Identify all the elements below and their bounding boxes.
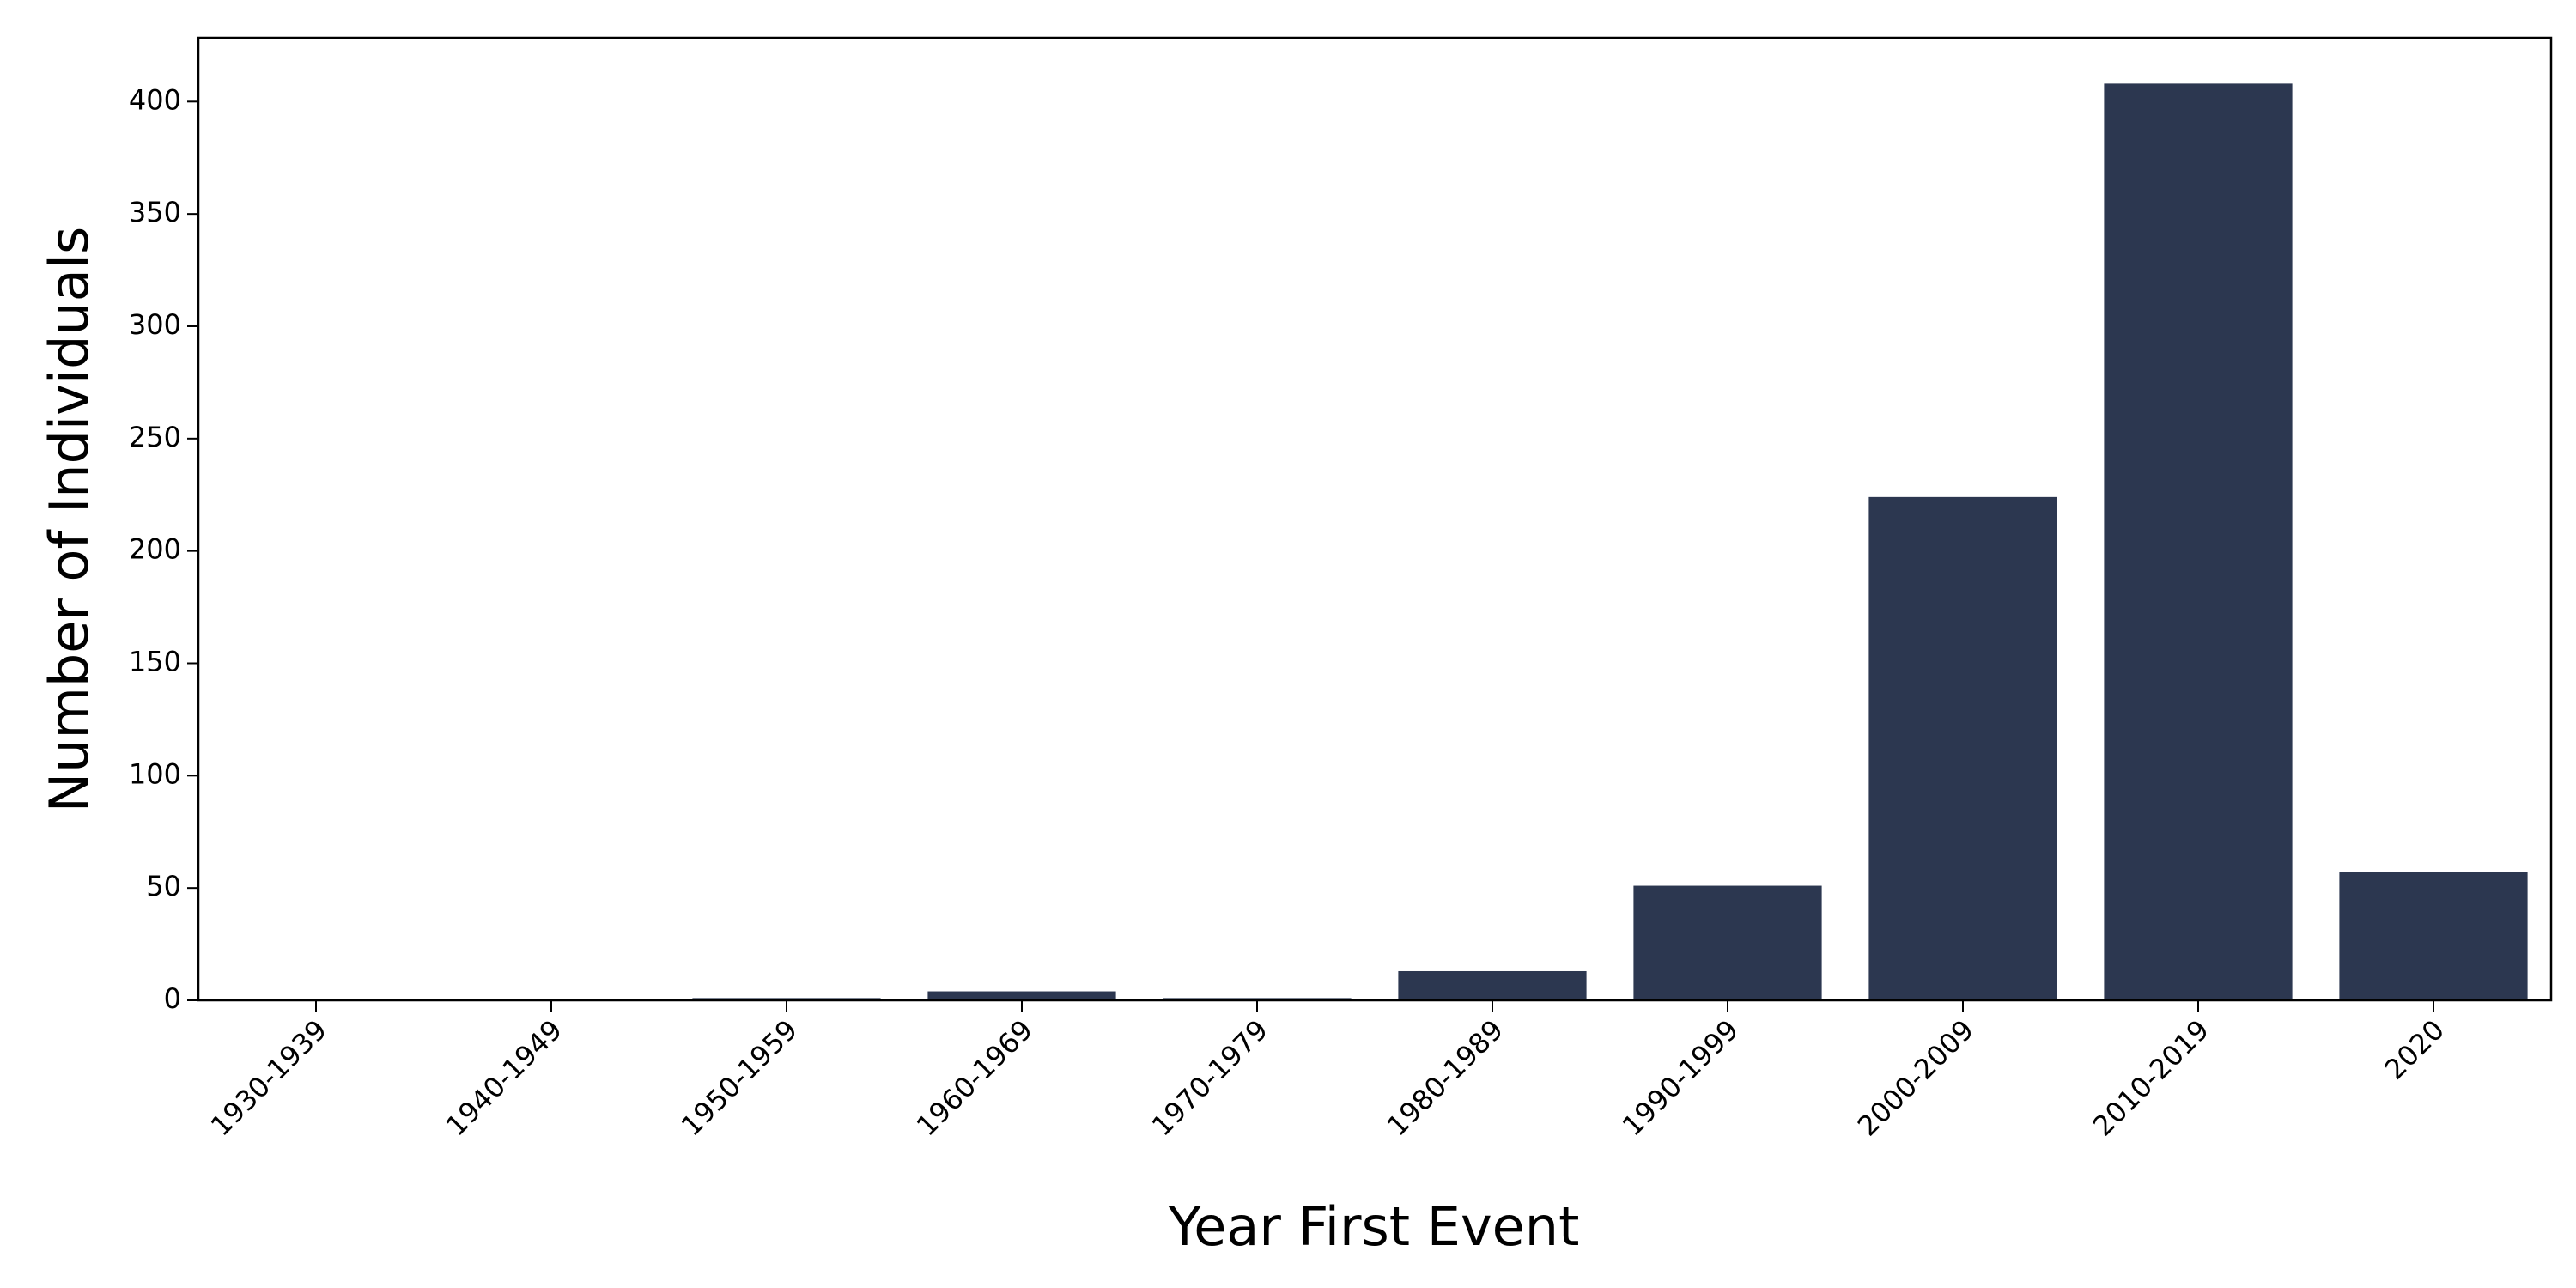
y-tick-label: 150 xyxy=(129,645,181,677)
x-tick-label: 1960-1969 xyxy=(910,1013,1039,1142)
x-tick-label: 1990-1999 xyxy=(1616,1013,1745,1142)
x-tick-label: 2000-2009 xyxy=(1851,1013,1980,1142)
x-tick-label: 2020 xyxy=(2379,1013,2451,1085)
bar xyxy=(927,991,1116,1000)
bar xyxy=(2104,83,2293,1000)
bar xyxy=(692,998,881,1000)
x-tick-label: 1950-1959 xyxy=(675,1013,804,1142)
y-tick-label: 100 xyxy=(129,757,181,790)
y-tick-label: 0 xyxy=(164,982,181,1015)
bar xyxy=(2339,872,2528,1000)
x-tick-label: 2010-2019 xyxy=(2087,1013,2215,1142)
y-tick-label: 400 xyxy=(129,83,181,116)
y-axis-label: Number of Individuals xyxy=(38,227,100,812)
y-tick-label: 250 xyxy=(129,421,181,453)
x-axis-label: Year First Event xyxy=(1168,1195,1580,1258)
x-tick-label: 1940-1949 xyxy=(440,1013,568,1142)
x-tick-label: 1970-1979 xyxy=(1145,1013,1274,1142)
y-tick-label: 300 xyxy=(129,308,181,341)
bar xyxy=(1398,970,1587,1000)
x-tick-label: 1980-1989 xyxy=(1381,1013,1510,1142)
y-tick-label: 200 xyxy=(129,533,181,566)
bar xyxy=(1633,885,1822,1000)
plot-frame xyxy=(197,36,2553,1002)
bar xyxy=(1163,998,1352,1000)
x-tick-label: 1930-1939 xyxy=(204,1013,333,1142)
y-tick-label: 350 xyxy=(129,196,181,228)
y-tick-label: 50 xyxy=(146,870,181,902)
bar xyxy=(1868,496,2057,1000)
